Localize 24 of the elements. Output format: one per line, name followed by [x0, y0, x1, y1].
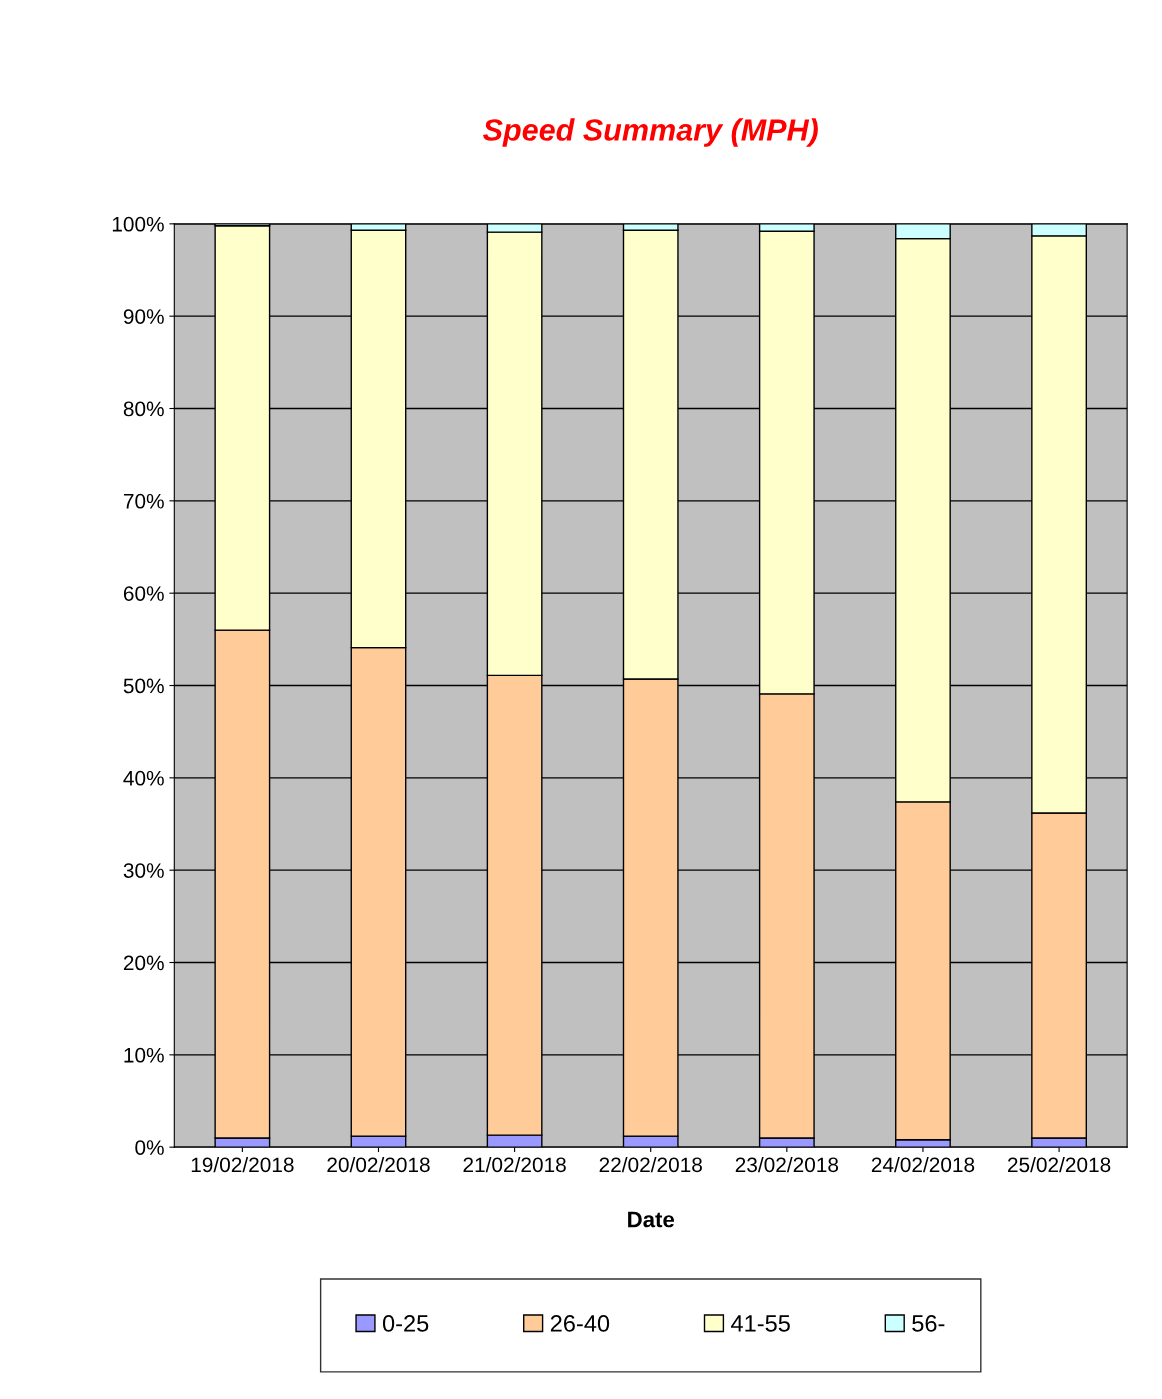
- chart-title: Speed Summary (MPH): [483, 118, 818, 147]
- y-tick-label: 40%: [123, 770, 164, 786]
- legend-label: 26-40: [550, 1315, 610, 1332]
- x-tick-label: 24/02/2018: [871, 1156, 975, 1173]
- x-axis-title: Date: [628, 1211, 675, 1228]
- y-tick-label: 20%: [123, 955, 164, 971]
- legend-label: 56-: [912, 1315, 945, 1332]
- x-tick-label: 19/02/2018: [191, 1156, 294, 1173]
- y-tick-label: 50%: [123, 678, 164, 694]
- x-tick-label: 25/02/2018: [1008, 1156, 1111, 1173]
- legend-label: 0-25: [382, 1315, 429, 1332]
- y-tick-label: 30%: [123, 863, 164, 878]
- x-tick-label: 21/02/2018: [463, 1156, 566, 1173]
- legend-label: 41-55: [731, 1315, 790, 1332]
- y-tick-label: 80%: [123, 401, 164, 417]
- x-tick-label: 20/02/2018: [327, 1156, 430, 1173]
- y-tick-label: 0%: [135, 1140, 164, 1155]
- y-tick-label: 90%: [123, 309, 164, 324]
- x-tick-label: 22/02/2018: [599, 1156, 702, 1173]
- x-tick-label: 23/02/2018: [735, 1156, 839, 1173]
- y-tick-label: 70%: [123, 493, 164, 509]
- y-tick-label: 100%: [112, 216, 164, 232]
- y-tick-label: 60%: [123, 586, 164, 601]
- y-tick-label: 10%: [124, 1047, 164, 1063]
